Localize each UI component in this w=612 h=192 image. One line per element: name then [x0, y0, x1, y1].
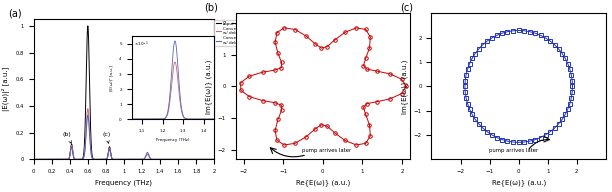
Text: (c): (c)	[400, 2, 413, 12]
Text: (b): (b)	[204, 2, 218, 12]
Text: $\times10^{-1}$: $\times10^{-1}$	[134, 40, 149, 49]
Text: (c): (c)	[102, 132, 111, 143]
Y-axis label: Im{E(ω)} (a.u.): Im{E(ω)} (a.u.)	[206, 59, 212, 114]
Legend: Input spectrum, Converted spectrum
w/ delay for 1st peak max., Converted spectru: Input spectrum, Converted spectrum w/ de…	[214, 20, 281, 46]
Text: pump arrives later: pump arrives later	[302, 148, 351, 153]
Y-axis label: |E(ω)|² [a.u.]: |E(ω)|² [a.u.]	[110, 65, 114, 91]
Y-axis label: Im{E(ω)} (a.u.): Im{E(ω)} (a.u.)	[401, 59, 408, 114]
Text: (a): (a)	[9, 8, 22, 18]
Y-axis label: |E(ω)|² [a.u.]: |E(ω)|² [a.u.]	[2, 67, 10, 112]
X-axis label: Re{E(ω)} (a.u.): Re{E(ω)} (a.u.)	[296, 180, 350, 186]
X-axis label: Re{E(ω)} (a.u.): Re{E(ω)} (a.u.)	[491, 180, 546, 186]
Text: pump arrives later: pump arrives later	[489, 148, 539, 153]
X-axis label: Frequency (THz): Frequency (THz)	[156, 138, 190, 142]
X-axis label: Frequency (THz): Frequency (THz)	[95, 180, 152, 186]
Text: (b): (b)	[62, 132, 71, 143]
